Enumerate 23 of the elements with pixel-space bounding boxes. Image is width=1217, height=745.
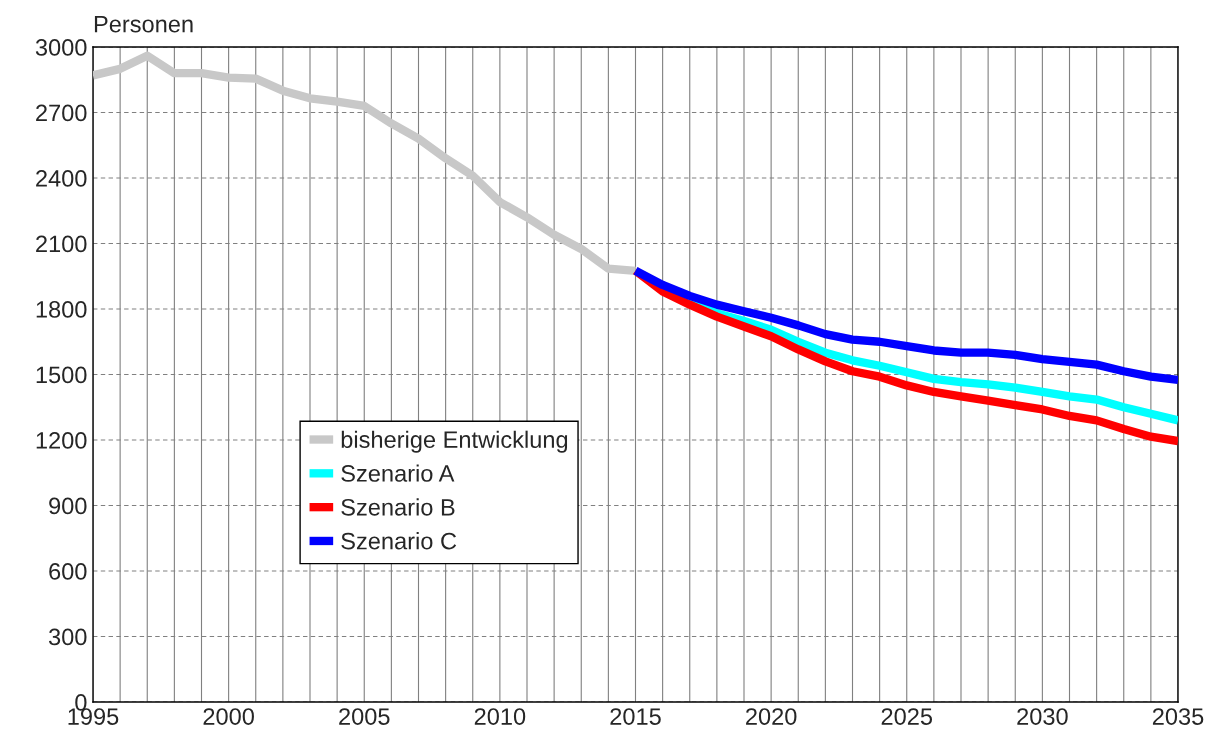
x-tick-label: 2005 (339, 708, 390, 725)
y-tick-label: 3000 (35, 39, 87, 56)
x-tick-label: 2010 (474, 708, 526, 725)
y-tick-label: 2400 (36, 170, 87, 187)
y-tick-label: 2100 (36, 235, 87, 253)
y-tick-label: 600 (49, 563, 87, 580)
y-axis-title: Personen (94, 16, 193, 33)
y-tick-label: 2700 (36, 104, 87, 122)
y-tick-label: 1500 (36, 366, 87, 384)
y-tick-label: 1200 (36, 432, 87, 449)
legend-label: bisherige Entwicklung (341, 430, 568, 453)
y-tick-label: 1800 (36, 301, 87, 318)
legend-label: Szenario A (341, 464, 455, 482)
legend-label: Szenario B (341, 498, 455, 516)
x-tick-label: 2020 (746, 708, 797, 725)
x-tick-label: 2025 (881, 708, 933, 725)
x-tick-label: 2015 (610, 708, 661, 725)
y-tick-label: 900 (49, 497, 87, 515)
legend-label: Szenario C (341, 532, 457, 550)
x-tick-label: 2035 (1152, 708, 1204, 725)
x-tick-label: 2030 (1017, 708, 1068, 725)
y-tick-label: 300 (48, 628, 87, 646)
x-tick-label: 2000 (203, 708, 254, 725)
